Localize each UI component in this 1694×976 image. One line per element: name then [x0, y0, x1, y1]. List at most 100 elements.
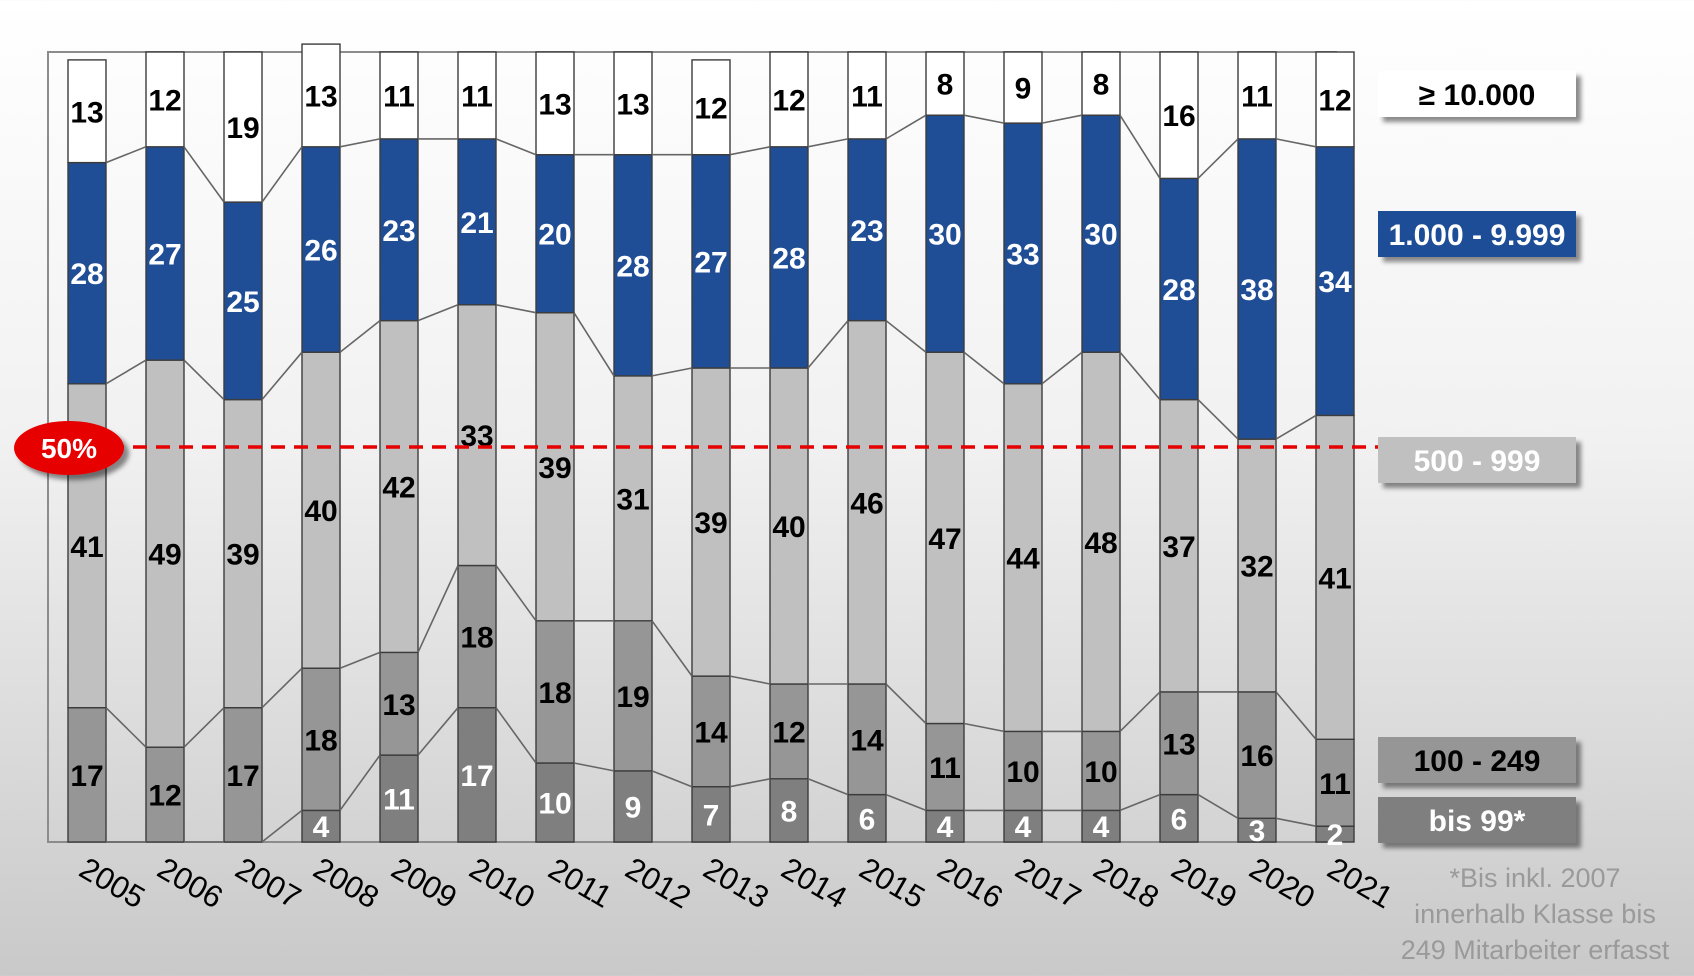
- data-label-2017-series-4: 9: [1015, 73, 1032, 106]
- bar-2019-series-4: [1159, 51, 1199, 180]
- x-tick-2011: 2011: [543, 851, 618, 915]
- bar-2012-series-1: [613, 620, 653, 772]
- connector-1-4: [417, 565, 459, 653]
- connector-1-2: [261, 667, 303, 709]
- data-label-2017-series-3: 33: [1006, 238, 1039, 271]
- data-label-2011-series-1: 18: [538, 677, 571, 710]
- bar-2006-series-2: [145, 359, 185, 748]
- data-label-2007-series-2: 39: [226, 539, 259, 572]
- data-label-2008-series-2: 40: [304, 495, 337, 528]
- connector-2-6: [573, 312, 615, 377]
- data-label-2018-series-3: 30: [1084, 219, 1117, 252]
- data-label-2019-series-1: 13: [1162, 728, 1195, 761]
- bar-2012-series-0: [613, 770, 653, 843]
- bar-2010-series-1: [457, 564, 497, 709]
- data-label-2007-series-1: 17: [226, 760, 259, 793]
- bar-2018-series-1: [1081, 730, 1121, 812]
- data-label-2012-series-1: 19: [616, 681, 649, 714]
- x-tick-2008: 2008: [308, 851, 385, 916]
- x-tick-2020: 2020: [1244, 851, 1321, 916]
- connector-0-9: [807, 778, 849, 796]
- connector-1-3: [339, 651, 381, 669]
- connector-2-4: [417, 304, 459, 322]
- data-label-2014-series-1: 12: [772, 716, 805, 749]
- data-label-2014-series-2: 40: [772, 511, 805, 544]
- bar-2007-series-2: [223, 398, 263, 709]
- connector-0-8: [729, 778, 771, 788]
- connector-2-2: [261, 351, 303, 401]
- bar-2018-series-3: [1081, 114, 1121, 353]
- data-label-2009-series-4: 11: [383, 80, 415, 113]
- bar-2016-series-4: [925, 51, 965, 116]
- bar-2010-series-2: [457, 304, 497, 567]
- footnote: *Bis inkl. 2007 innerhalb Klasse bis 249…: [1375, 860, 1694, 968]
- x-tick-2015: 2015: [854, 851, 931, 916]
- bar-2013-series-0: [691, 786, 731, 843]
- connector-3-5: [495, 138, 537, 156]
- data-label-2020-series-1: 16: [1240, 740, 1273, 773]
- connector-lines: [105, 114, 1317, 843]
- data-label-2018-series-4: 8: [1093, 69, 1110, 102]
- data-label-2019-series-0: 6: [1171, 803, 1188, 836]
- legend-box-series-1: [1378, 737, 1576, 783]
- footnote-line-2: innerhalb Klasse bis: [1414, 899, 1656, 929]
- data-label-2008-series-1: 18: [304, 724, 337, 757]
- connector-1-11: [963, 722, 1005, 733]
- bar-2012-series-3: [613, 153, 653, 377]
- data-label-2007-series-3: 25: [226, 286, 259, 319]
- connector-2-7: [651, 367, 693, 377]
- bar-2015-series-3: [847, 138, 887, 322]
- data-label-2005-series-1: 17: [70, 760, 103, 793]
- bar-2017-series-4: [1003, 51, 1043, 124]
- bar-2011-series-1: [535, 620, 575, 764]
- data-label-2016-series-0: 4: [937, 811, 954, 844]
- connector-0-7: [651, 770, 693, 788]
- data-labels-group: 1741281312492712173925194184026131113422…: [70, 69, 1352, 852]
- bar-2020-series-1: [1237, 691, 1277, 820]
- data-label-2006-series-2: 49: [148, 539, 181, 572]
- connector-0-10: [885, 793, 927, 812]
- footnote-line-1: *Bis inkl. 2007: [1449, 863, 1621, 893]
- data-label-2012-series-2: 31: [616, 483, 649, 516]
- data-label-2009-series-3: 23: [382, 215, 415, 248]
- bar-2006-series-4: [145, 51, 185, 148]
- data-label-2013-series-3: 27: [694, 246, 727, 279]
- data-label-2010-series-3: 21: [460, 207, 493, 240]
- x-tick-2010: 2010: [464, 851, 541, 916]
- data-label-2008-series-4: 13: [304, 80, 337, 113]
- data-label-2005-series-4: 13: [70, 96, 103, 129]
- data-label-2019-series-3: 28: [1162, 274, 1195, 307]
- connector-0-3: [339, 754, 381, 811]
- data-label-2008-series-3: 26: [304, 235, 337, 268]
- connector-3-13: [1119, 114, 1161, 179]
- data-label-2014-series-0: 8: [781, 795, 798, 828]
- connector-2-14: [1197, 399, 1239, 440]
- data-label-2010-series-1: 18: [460, 622, 493, 655]
- connector-2-13: [1119, 351, 1161, 401]
- connector-3-14: [1197, 138, 1239, 179]
- data-label-2012-series-3: 28: [616, 250, 649, 283]
- connector-3-8: [729, 146, 771, 156]
- data-label-2017-series-0: 4: [1015, 811, 1032, 844]
- data-label-2008-series-0: 4: [313, 811, 330, 844]
- connector-0-14: [1197, 793, 1239, 819]
- x-tick-2013: 2013: [698, 851, 775, 916]
- data-label-2019-series-2: 37: [1162, 531, 1195, 564]
- connector-2-5: [495, 304, 537, 314]
- x-tick-2014: 2014: [776, 851, 853, 916]
- data-label-2013-series-1: 14: [694, 716, 728, 749]
- data-label-2015-series-2: 46: [850, 487, 883, 520]
- bar-2021-series-3: [1315, 146, 1355, 417]
- bar-2021-series-1: [1315, 738, 1355, 827]
- bar-2006-series-1: [145, 746, 185, 843]
- bar-2016-series-3: [925, 114, 965, 353]
- bar-2007-series-4: [223, 51, 263, 203]
- bar-2017-series-3: [1003, 122, 1043, 385]
- bar-2013-series-3: [691, 153, 731, 369]
- connector-2-1: [183, 359, 225, 401]
- bar-2014-series-0: [769, 778, 809, 843]
- bar-2008-series-2: [301, 351, 341, 669]
- bar-2021-series-2: [1315, 414, 1355, 740]
- data-label-2015-series-0: 6: [859, 803, 876, 836]
